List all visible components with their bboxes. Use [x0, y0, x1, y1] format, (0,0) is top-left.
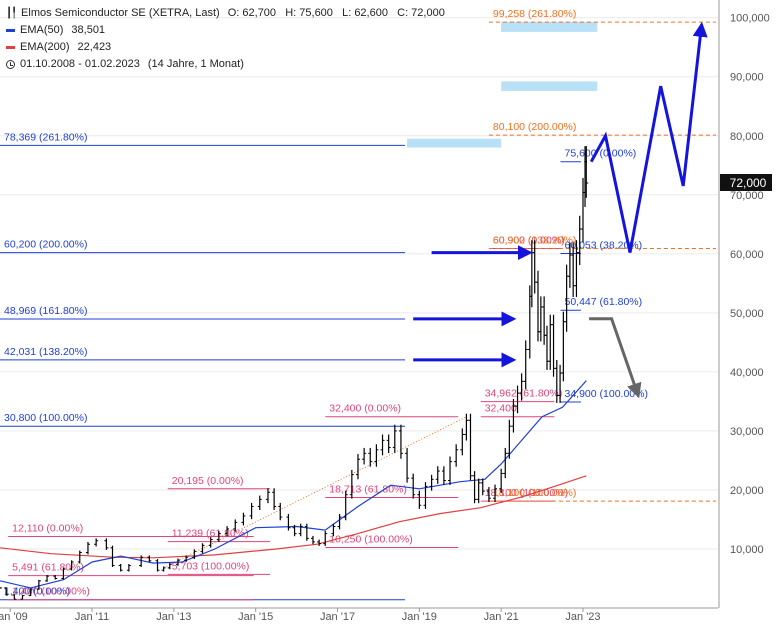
legend-ema200-row: EMA(200) 22,423: [6, 39, 445, 56]
fib-level-label: 48,969 (161.80%): [4, 305, 87, 317]
y-tick-label: 10,000: [730, 544, 764, 556]
y-tick-label: 100,000: [730, 13, 770, 25]
fib-level-label: 78,369 (261.80%): [4, 131, 87, 143]
x-axis: Jan '09 Jan '11 Jan '13 Jan '15 Jan '17 Jan '…: [0, 607, 718, 623]
fib-level-label: 60,200 (200.00%): [4, 239, 87, 251]
fib-level-label: 11,239 (61.80%): [172, 528, 249, 540]
fib-level-label: 80,100 (200.00%): [493, 121, 576, 133]
x-tick-label: Jan '13: [156, 611, 191, 623]
fib-level-label: 99,258 (261.80%): [493, 8, 576, 20]
ema200-value: 22,423: [77, 41, 112, 53]
x-tick-label: Jan '21: [484, 611, 519, 623]
target-box: [501, 21, 598, 32]
fib-level-label: 32,400: [485, 403, 517, 415]
bar-chart-icon: ┃╿: [6, 8, 17, 19]
x-tick-label: Jan '11: [75, 611, 109, 623]
x-tick-label: Jan '19: [402, 611, 437, 623]
ema-lines: [0, 380, 587, 589]
fib-level-label: 10,250 (100.00%): [329, 533, 412, 545]
legend-range-row: 01.10.2008 - 01.02.2023 (14 Jahre, 1 Mon…: [6, 56, 445, 73]
fib-level-label: 5,703 (100.00%): [172, 560, 250, 572]
y-tick-label: 90,000: [730, 72, 764, 84]
date-duration: (14 Jahre, 1 Monat): [147, 58, 244, 70]
gray-arrow: [589, 317, 642, 399]
fib-level-label: 60,900 (0.00%): [493, 235, 565, 247]
fib-level-label: 18,713 (61.80%): [329, 484, 407, 496]
ema50-label: EMA(50): [20, 24, 64, 36]
price-bars: [0, 146, 589, 600]
chart-grid: [0, 17, 718, 550]
date-range: 01.10.2008 - 01.02.2023: [20, 58, 140, 70]
target-boxes: [407, 21, 598, 148]
instrument-name: Elmos Semiconductor SE (XETRA, Last): [21, 7, 220, 19]
x-tick-label: Jan '09: [0, 611, 28, 623]
ema200-line: [0, 475, 587, 559]
fib-level-label: 50,447 (61.80%): [564, 296, 642, 308]
ohlc-values: O: 62,700 H: 75,600 L: 62,600 C: 72,000: [227, 7, 445, 19]
legend-ema50-row: EMA(50) 38,501: [6, 22, 445, 39]
ema200-swatch: [6, 46, 15, 49]
y-tick-label: 20,000: [730, 485, 764, 497]
y-axis: 10,000 20,000 30,000 40,000 50,000 60,000 70,0…: [718, 0, 770, 608]
target-box: [407, 138, 502, 148]
y-tick-label: 70,000: [730, 190, 764, 202]
ema200-label: EMA(200): [20, 41, 70, 53]
y-tick-label: 50,000: [730, 308, 764, 320]
fib-level-label: 20,195 (0.00%): [172, 475, 244, 487]
clock-icon: [6, 60, 15, 69]
ema50-line: [0, 380, 587, 589]
target-box: [501, 81, 598, 91]
projection-arrows: [413, 21, 708, 399]
fib-level-label: 42,031 (138.20%): [4, 346, 87, 358]
y-tick-label: 60,000: [730, 249, 764, 261]
y-tick-label: 30,000: [730, 426, 764, 438]
last-price-badge-bg: [720, 173, 772, 191]
x-tick-label: Jan '17: [320, 611, 355, 623]
last-price-badge-value: 72,000: [730, 176, 767, 190]
y-tick-label: 80,000: [730, 131, 764, 143]
x-tick-label: Jan '23: [565, 611, 600, 623]
legend-instrument-row: ┃╿ Elmos Semiconductor SE (XETRA, Last) …: [6, 5, 445, 22]
fib-level-label: 75,600 (0.00%): [564, 148, 636, 160]
fib-level-label: 34,962 (61.80%): [485, 388, 563, 400]
ema50-value: 38,501: [71, 24, 106, 36]
chart-legend: ┃╿ Elmos Semiconductor SE (XETRA, Last) …: [6, 5, 445, 73]
x-tick-label: Jan '15: [238, 611, 273, 623]
fib-level-label: 18,100 (100.00%): [485, 487, 568, 499]
blue-zigzag-arrow: [589, 21, 708, 253]
fib-level-label: 32,400 (0.00%): [329, 403, 401, 415]
ema50-swatch: [6, 29, 15, 32]
fib-level-label: 1,400 (0.00%): [4, 586, 70, 598]
y-tick-label: 40,000: [730, 367, 764, 379]
fib-level-label: 30,800 (100.00%): [4, 412, 87, 424]
fibonacci-levels: 78,369 (261.80%) 60,200 (200.00%) 48,969 (…: [0, 8, 716, 601]
fib-level-label: 34,900 (100.00%): [564, 388, 647, 400]
fib-level-label: 5,491 (61.80%): [12, 562, 84, 574]
last-price-badge: 72,000: [720, 173, 772, 191]
fib-level-label: 12,110 (0.00%): [12, 523, 83, 535]
